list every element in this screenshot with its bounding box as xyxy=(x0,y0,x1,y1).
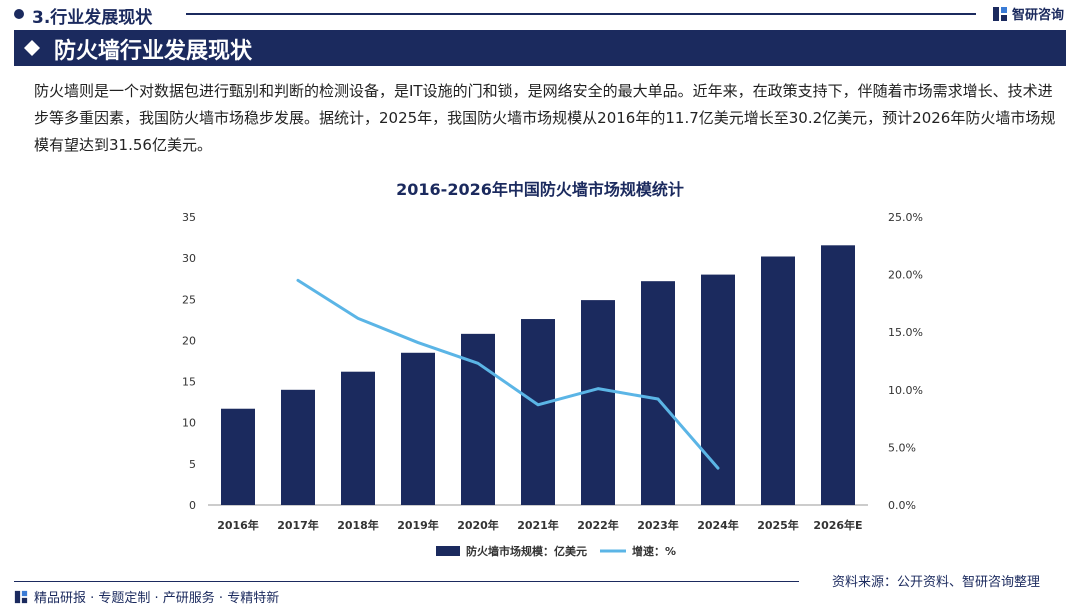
bar xyxy=(401,352,435,505)
left-axis-tick-label: 25 xyxy=(182,293,196,306)
brand-name: 智研咨询 xyxy=(1012,8,1065,23)
footer-tagline-text: 精品研报 · 专题定制 · 产研服务 · 专精特新 xyxy=(34,591,280,605)
section-title: 3.行业发展现状 xyxy=(32,8,153,28)
x-axis-tick-label: 2019年 xyxy=(397,518,439,532)
right-axis-tick-label: 0.0% xyxy=(888,499,916,512)
x-axis-tick-label: 2022年 xyxy=(577,518,619,532)
brand: 智研咨询 xyxy=(992,4,1064,23)
bar xyxy=(281,389,315,505)
x-axis-tick-label: 2021年 xyxy=(517,518,559,532)
market-size-chart: 2016-2026年中国防火墙市场规模统计 0 5 10 15 20 25 30 35 0.0% 5… xyxy=(182,180,923,558)
x-axis-tick-label: 2017年 xyxy=(277,518,319,532)
banner-title: 防火墙行业发展现状 xyxy=(54,39,253,64)
x-axis-tick-label: 2023年 xyxy=(637,518,679,532)
legend-line-label: 增速：% xyxy=(632,544,676,558)
diamond-icon xyxy=(24,40,40,56)
brand-logo-icon xyxy=(993,6,1007,21)
bar xyxy=(521,319,555,505)
right-axis-tick-label: 10.0% xyxy=(888,384,923,397)
header-divider xyxy=(186,13,976,15)
bar xyxy=(701,274,735,505)
chart-title: 2016-2026年中国防火墙市场规模统计 xyxy=(396,180,684,199)
bar xyxy=(641,281,675,505)
x-axis-tick-label: 2020年 xyxy=(457,518,499,532)
source-note: 资料来源：公开资料、智研咨询整理 xyxy=(832,575,1041,590)
legend-bar-swatch xyxy=(436,546,460,556)
left-axis-tick-label: 35 xyxy=(182,211,196,224)
intro-paragraph: 防火墙则是一个对数据包进行甄别和判断的检测设备，是IT设施的门和锁，是网络安全的… xyxy=(34,82,1056,154)
bar xyxy=(581,300,615,505)
left-axis-tick-label: 20 xyxy=(182,334,196,347)
bar xyxy=(761,256,795,505)
right-axis-tick-label: 15.0% xyxy=(888,326,923,339)
growth-rate-line xyxy=(296,278,720,470)
bar xyxy=(341,371,375,505)
x-axis-tick-label: 2026年E xyxy=(813,518,862,532)
footer-tagline: 精品研报 · 专题定制 · 产研服务 · 专精特新 xyxy=(14,587,279,605)
right-axis-tick-label: 25.0% xyxy=(888,211,923,224)
x-axis-tick-label: 2016年 xyxy=(217,518,259,532)
left-axis-tick-label: 15 xyxy=(182,376,196,389)
bar xyxy=(221,408,255,505)
x-axis-tick-label: 2018年 xyxy=(337,518,379,532)
footer-logo-icon xyxy=(14,590,28,603)
footer-divider xyxy=(14,581,799,582)
section-bullet xyxy=(14,9,24,19)
x-axis-tick-label: 2025年 xyxy=(757,518,799,532)
left-axis-tick-label: 10 xyxy=(182,417,196,430)
right-axis-tick-label: 5.0% xyxy=(888,441,916,454)
top-bar: 3.行业发展现状 智研咨询 xyxy=(0,0,1080,28)
left-axis-tick-label: 30 xyxy=(182,252,196,265)
legend-bar-label: 防火墙市场规模：亿美元 xyxy=(466,544,587,558)
x-axis-tick-label: 2024年 xyxy=(697,518,739,532)
right-axis-tick-label: 20.0% xyxy=(888,269,923,282)
left-axis-tick-label: 5 xyxy=(189,458,196,471)
bar xyxy=(821,245,855,505)
left-axis-tick-label: 0 xyxy=(189,499,196,512)
title-banner: 防火墙行业发展现状 xyxy=(14,30,1066,66)
